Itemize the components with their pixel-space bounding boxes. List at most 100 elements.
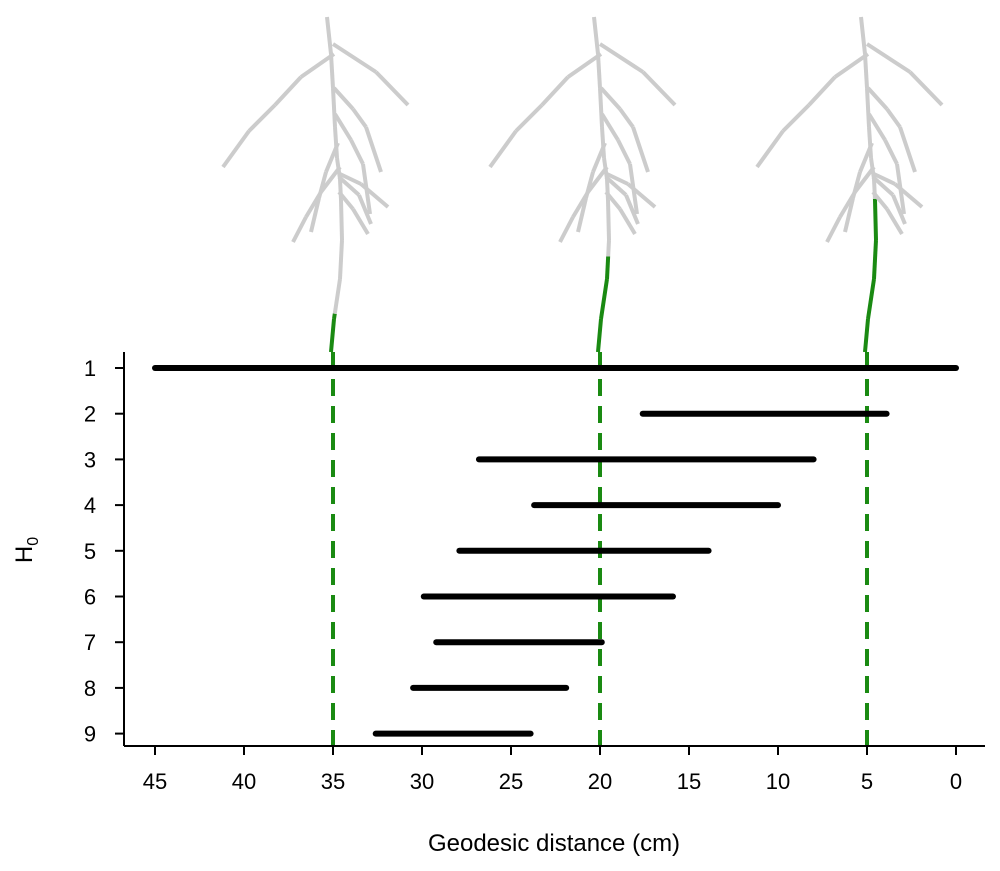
root-branch: [873, 172, 896, 186]
y-tick-label: 8: [84, 676, 96, 701]
root-branch: [247, 103, 277, 133]
root-branch: [807, 75, 837, 107]
x-axis-title: Geodesic distance (cm): [428, 830, 680, 857]
root-branch: [514, 103, 544, 133]
root-stem: [866, 278, 876, 320]
x-tick-label: 5: [861, 769, 873, 794]
root-branch: [339, 172, 362, 186]
root-branch: [488, 129, 518, 169]
y-tick-label: 9: [84, 722, 96, 747]
root-branch: [337, 175, 361, 197]
root-branch: [833, 52, 870, 79]
root-branch: [331, 42, 378, 74]
root-stem: [339, 199, 344, 241]
root-stem: [606, 199, 611, 241]
root-stem: [329, 53, 335, 89]
root-branch: [591, 142, 607, 173]
root-stem: [332, 278, 342, 315]
root-branch: [871, 175, 895, 197]
x-tick-label: 15: [677, 769, 701, 794]
x-tick-label: 35: [321, 769, 345, 794]
root-branch: [598, 42, 645, 74]
root-branch: [858, 142, 874, 173]
root-illustrations: [221, 16, 944, 353]
root-branch: [898, 126, 917, 173]
root-branch: [853, 165, 876, 194]
root-branch: [586, 165, 609, 194]
root-illustration-3: [755, 16, 944, 353]
x-tick-label: 30: [410, 769, 434, 794]
root-branch: [540, 75, 570, 107]
root-branch: [576, 197, 588, 233]
root-branch: [838, 190, 857, 219]
root-stem: [873, 199, 878, 241]
interval-bars: [152, 365, 959, 737]
x-tick-label: 40: [232, 769, 256, 794]
root-branch: [616, 139, 632, 165]
root-stem: [865, 87, 871, 128]
root-branch: [867, 112, 887, 142]
root-stem: [332, 313, 337, 320]
y-ticks: 1 2 3 4 5 6 7 8 9: [84, 356, 124, 747]
root-stem: [596, 318, 603, 353]
root-branch: [291, 216, 308, 243]
root-branch: [908, 70, 944, 107]
root-branch: [755, 129, 785, 169]
root-stem: [867, 126, 873, 159]
root-branch: [299, 52, 336, 79]
root-branch: [626, 182, 657, 209]
root-stem: [600, 126, 606, 159]
root-stem: [329, 318, 336, 353]
root-branch: [319, 165, 342, 194]
root-branch: [332, 86, 355, 111]
root-branch: [781, 103, 811, 133]
root-branch: [600, 112, 620, 142]
root-branch: [618, 107, 635, 129]
x-tick-label: 20: [588, 769, 612, 794]
root-stem: [605, 256, 611, 280]
root-stem: [598, 87, 604, 128]
root-stem: [331, 87, 337, 128]
y-axis-title-main: H: [11, 546, 38, 563]
root-branch: [631, 126, 650, 173]
root-branch: [333, 112, 353, 142]
root-stem: [606, 239, 611, 257]
root-branch: [351, 107, 368, 129]
root-branch: [606, 172, 629, 186]
root-branch: [624, 194, 640, 225]
root-branch: [309, 197, 321, 233]
y-tick-label: 7: [84, 630, 96, 655]
y-tick-label: 5: [84, 539, 96, 564]
y-tick-label: 3: [84, 447, 96, 472]
root-branch: [641, 70, 677, 107]
root-branch: [865, 42, 912, 74]
root-branch: [357, 194, 373, 225]
root-branch: [893, 182, 924, 209]
root-branch: [374, 70, 410, 107]
root-stem: [863, 318, 870, 353]
x-tick-label: 45: [143, 769, 167, 794]
root-branch: [891, 194, 907, 225]
x-ticks: 45 40 35 30 25 20 15 10 5 0: [143, 746, 962, 794]
root-branch: [843, 197, 855, 233]
root-stem: [338, 239, 344, 280]
root-stem: [863, 53, 869, 89]
root-branch: [351, 207, 370, 236]
root-branch: [349, 139, 365, 165]
root-branch: [566, 52, 603, 79]
x-tick-label: 0: [950, 769, 962, 794]
y-tick-label: 2: [84, 402, 96, 427]
root-branch: [558, 216, 575, 243]
root-branch: [883, 139, 899, 165]
root-branch: [604, 175, 628, 197]
root-branch: [571, 190, 590, 219]
root-stem: [333, 126, 339, 159]
x-tick-label: 25: [499, 769, 523, 794]
root-stem: [872, 239, 878, 280]
root-branch: [221, 129, 251, 169]
root-branch: [324, 142, 340, 173]
root-stem: [596, 53, 602, 89]
root-branch: [885, 207, 904, 236]
y-axis-title: H0: [11, 537, 42, 563]
